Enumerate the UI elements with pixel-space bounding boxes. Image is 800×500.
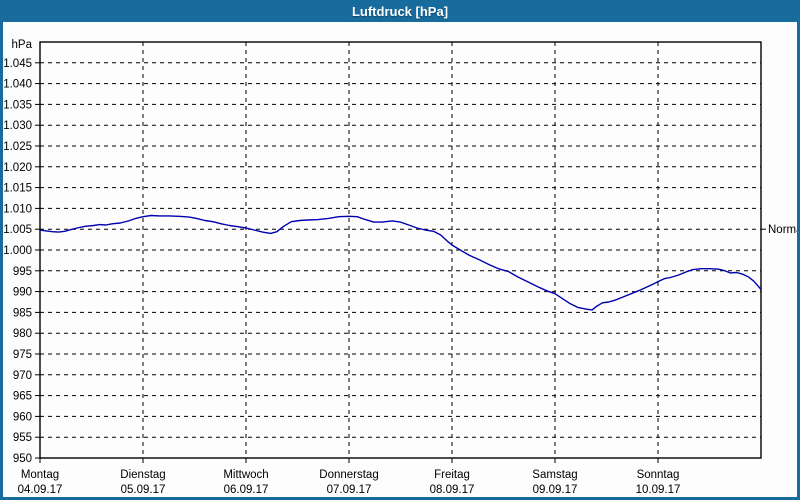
y-tick-label: 995 <box>13 266 32 278</box>
y-tick-label: 1.020 <box>3 162 32 174</box>
y-tick-label: 1.035 <box>3 99 32 111</box>
x-tick-weekday: Mittwoch <box>223 469 268 481</box>
y-tick-label: 960 <box>13 411 32 423</box>
y-tick-label: 965 <box>13 391 32 403</box>
y-tick-label: 950 <box>13 453 32 465</box>
x-tick-weekday: Montag <box>21 469 59 481</box>
pressure-chart: 1.045 1.040 1.035 1.030 1.025 1.020 1.015 1.010… <box>3 39 797 496</box>
x-tick-date: 10.09.17 <box>636 484 681 496</box>
x-tick-date: 06.09.17 <box>224 484 269 496</box>
y-tick-label: 1.000 <box>3 245 32 257</box>
y-tick-label: 985 <box>13 307 32 319</box>
y-tick-label: 990 <box>13 287 32 299</box>
plot-frame <box>39 41 762 459</box>
y-tick-label: 1.045 <box>3 58 32 70</box>
window-title: Luftdruck [hPa] <box>351 4 449 19</box>
x-tick-date: 09.09.17 <box>533 484 578 496</box>
x-tick-date: 07.09.17 <box>327 484 372 496</box>
x-tick-date: 05.09.17 <box>121 484 166 496</box>
unit-label: hPa <box>12 39 33 51</box>
y-tick-label: 975 <box>13 349 32 361</box>
y-tick-label: 1.015 <box>3 183 32 195</box>
y-tick-label: 1.040 <box>3 79 32 91</box>
y-tick-label: 970 <box>13 370 32 382</box>
y-tick-label: 955 <box>13 432 32 444</box>
y-tick-label: 1.030 <box>3 120 32 132</box>
x-tick-weekday: Samstag <box>532 469 577 481</box>
x-tick-weekday: Donnerstag <box>319 469 378 481</box>
window-titlebar: Luftdruck [hPa] <box>3 3 797 22</box>
x-tick-weekday: Sonntag <box>637 469 680 481</box>
x-tick-date: 04.09.17 <box>18 484 63 496</box>
x-tick-date: 08.09.17 <box>430 484 475 496</box>
y-tick-label: 1.005 <box>3 224 32 236</box>
normal-label: Normal <box>768 224 797 236</box>
pressure-curve <box>39 214 762 311</box>
y-tick-label: 980 <box>13 328 32 340</box>
x-tick-weekday: Freitag <box>434 469 470 481</box>
y-tick-label: 1.010 <box>3 203 32 215</box>
y-tick-label: 1.025 <box>3 141 32 153</box>
x-tick-weekday: Dienstag <box>120 469 165 481</box>
